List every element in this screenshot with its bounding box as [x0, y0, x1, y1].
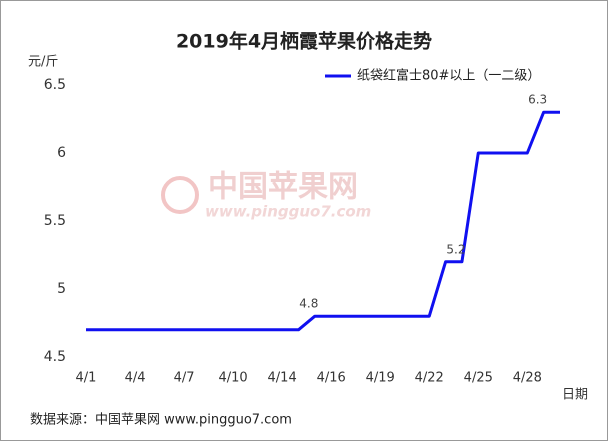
y-unit: 元/斤 [28, 55, 58, 70]
x-tick-label: 4/10 [219, 371, 248, 386]
x-tick-label: 4/14 [268, 371, 297, 386]
x-axis-label: 日期 [562, 388, 588, 403]
legend-label: 纸袋红富士80#以上（一二级） [357, 68, 540, 84]
y-tick-label: 6.5 [44, 77, 66, 93]
watermark: www.pingguo7.com [205, 203, 371, 221]
chart-title: 2019年4月栖霞苹果价格走势 [176, 30, 432, 53]
x-tick-label: 4/4 [125, 371, 146, 386]
line [86, 110, 560, 332]
source: 数据来源：中国苹果网 www.pingguo7.com [30, 413, 292, 428]
y-tick-label: 4.5 [44, 349, 66, 365]
x-tick-label: 4/25 [464, 371, 493, 386]
y-tick-label: 6 [57, 145, 66, 161]
x-tick-label: 4/19 [366, 371, 395, 386]
x-tick-label: 4/7 [174, 371, 195, 386]
watermark: 中国苹果网 [208, 170, 358, 205]
watermark-icon [161, 176, 199, 214]
data-label: 5.2 [446, 242, 465, 256]
x-tick-label: 4/22 [415, 371, 444, 386]
x-tick-label: 4/1 [76, 371, 97, 386]
x-tick-label: 4/16 [317, 371, 346, 386]
y-tick-label: 5 [57, 281, 66, 297]
x-tick-label: 4/28 [513, 371, 542, 386]
y-tick-label: 5.5 [44, 213, 66, 229]
data-label: 4.8 [299, 297, 318, 311]
data-label: 6.3 [528, 93, 547, 107]
